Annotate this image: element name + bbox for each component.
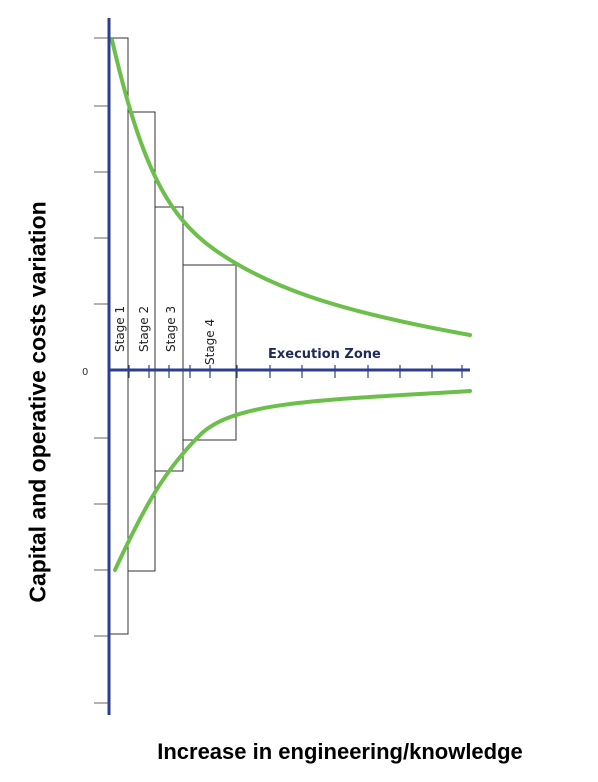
upper-cost-curve bbox=[110, 38, 472, 337]
y-axis-title: Capital and operative costs variation bbox=[24, 201, 51, 603]
stage-3-label: Stage 3 bbox=[164, 306, 178, 352]
stage-4-label: Stage 4 bbox=[203, 319, 217, 365]
y-axis-ticks bbox=[94, 37, 109, 704]
stage-4-box bbox=[182, 264, 237, 441]
x-axis-title: Increase in engineering/knowledge bbox=[157, 739, 523, 764]
stage-1-label: Stage 1 bbox=[113, 306, 127, 352]
execution-zone-label: Execution Zone bbox=[268, 347, 381, 362]
x-axis-ticks bbox=[128, 365, 463, 378]
lower-cost-curve bbox=[113, 389, 472, 572]
stage-labels: Stage 1 Stage 2 Stage 3 Stage 4 bbox=[113, 306, 217, 365]
stage-2-label: Stage 2 bbox=[137, 306, 151, 352]
zero-label: 0 bbox=[82, 367, 88, 378]
